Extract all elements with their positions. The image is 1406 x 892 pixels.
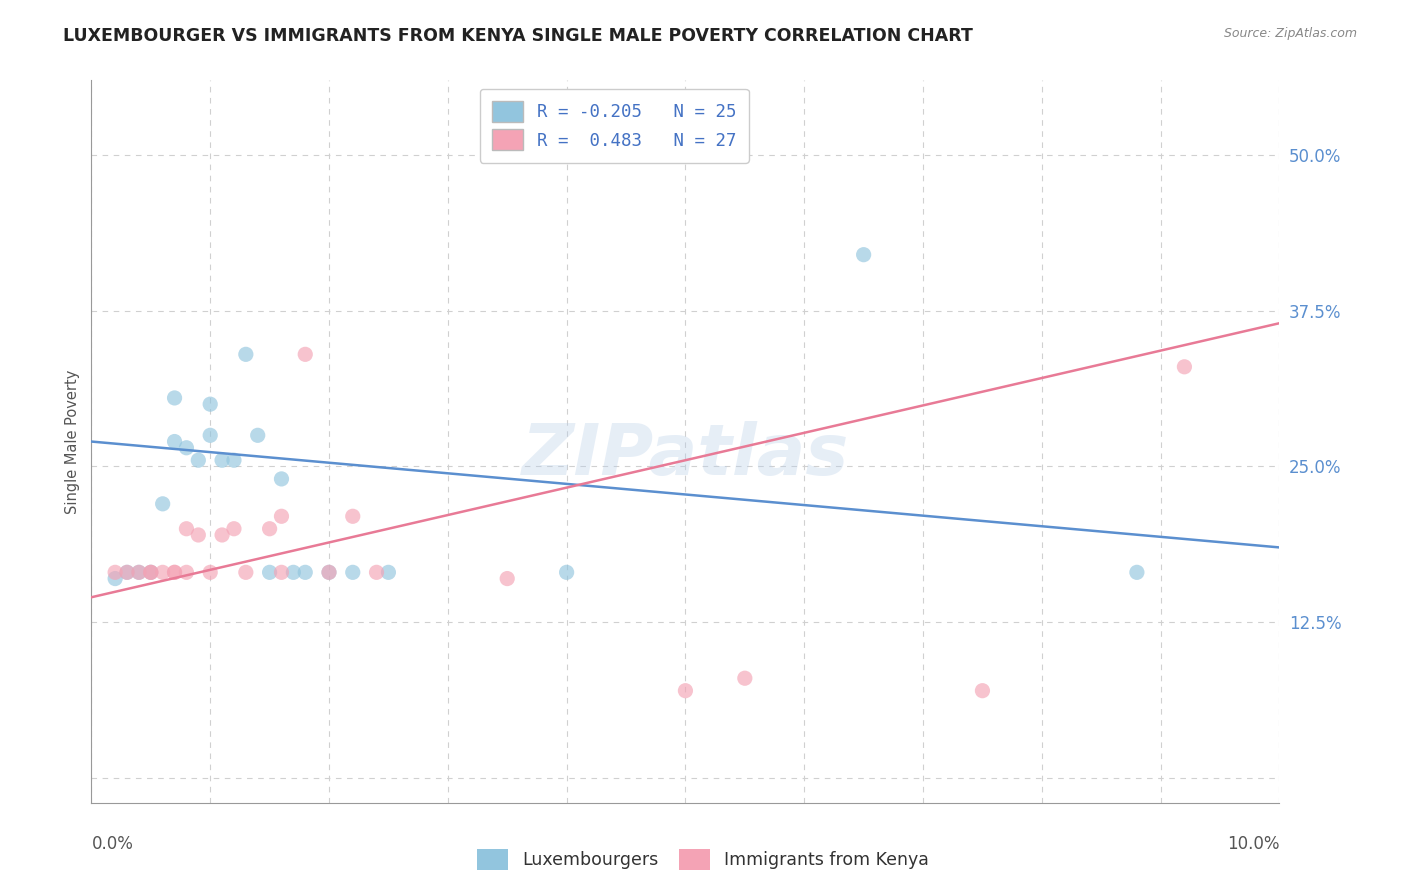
Point xyxy=(211,528,233,542)
Point xyxy=(139,566,162,580)
Point xyxy=(176,441,198,455)
Point xyxy=(115,566,138,580)
Point xyxy=(972,683,994,698)
Point xyxy=(734,671,756,685)
Point xyxy=(128,566,150,580)
Point xyxy=(163,566,186,580)
Point xyxy=(152,497,174,511)
Point xyxy=(200,397,222,411)
Text: 0.0%: 0.0% xyxy=(91,835,134,854)
Point xyxy=(496,572,519,586)
Point xyxy=(246,428,269,442)
Point xyxy=(259,522,281,536)
Point xyxy=(673,683,696,698)
Point xyxy=(294,566,316,580)
Point xyxy=(163,434,186,449)
Point xyxy=(377,566,399,580)
Text: 10.0%: 10.0% xyxy=(1227,835,1279,854)
Point xyxy=(342,566,364,580)
Point xyxy=(152,566,174,580)
Point xyxy=(222,522,245,536)
Point xyxy=(270,509,292,524)
Point xyxy=(163,566,186,580)
Point xyxy=(187,453,209,467)
Point xyxy=(104,572,127,586)
Point xyxy=(555,566,578,580)
Y-axis label: Single Male Poverty: Single Male Poverty xyxy=(65,369,80,514)
Point xyxy=(235,347,257,361)
Point xyxy=(200,566,222,580)
Legend: Luxembourgers, Immigrants from Kenya: Luxembourgers, Immigrants from Kenya xyxy=(468,840,938,879)
Point xyxy=(270,472,292,486)
Point xyxy=(200,428,222,442)
Point xyxy=(235,566,257,580)
Point xyxy=(318,566,340,580)
Point xyxy=(222,453,245,467)
Point xyxy=(139,566,162,580)
Point xyxy=(1126,566,1149,580)
Legend: R = -0.205   N = 25, R =  0.483   N = 27: R = -0.205 N = 25, R = 0.483 N = 27 xyxy=(479,89,748,162)
Point xyxy=(176,522,198,536)
Point xyxy=(259,566,281,580)
Point xyxy=(283,566,305,580)
Text: LUXEMBOURGER VS IMMIGRANTS FROM KENYA SINGLE MALE POVERTY CORRELATION CHART: LUXEMBOURGER VS IMMIGRANTS FROM KENYA SI… xyxy=(63,27,973,45)
Point xyxy=(270,566,292,580)
Point xyxy=(139,566,162,580)
Point xyxy=(211,453,233,467)
Point xyxy=(294,347,316,361)
Point xyxy=(176,566,198,580)
Point xyxy=(318,566,340,580)
Text: Source: ZipAtlas.com: Source: ZipAtlas.com xyxy=(1223,27,1357,40)
Point xyxy=(128,566,150,580)
Point xyxy=(366,566,388,580)
Point xyxy=(104,566,127,580)
Point xyxy=(163,391,186,405)
Point xyxy=(342,509,364,524)
Point xyxy=(187,528,209,542)
Point xyxy=(115,566,138,580)
Point xyxy=(852,248,875,262)
Text: ZIPatlas: ZIPatlas xyxy=(522,422,849,491)
Point xyxy=(1173,359,1195,374)
